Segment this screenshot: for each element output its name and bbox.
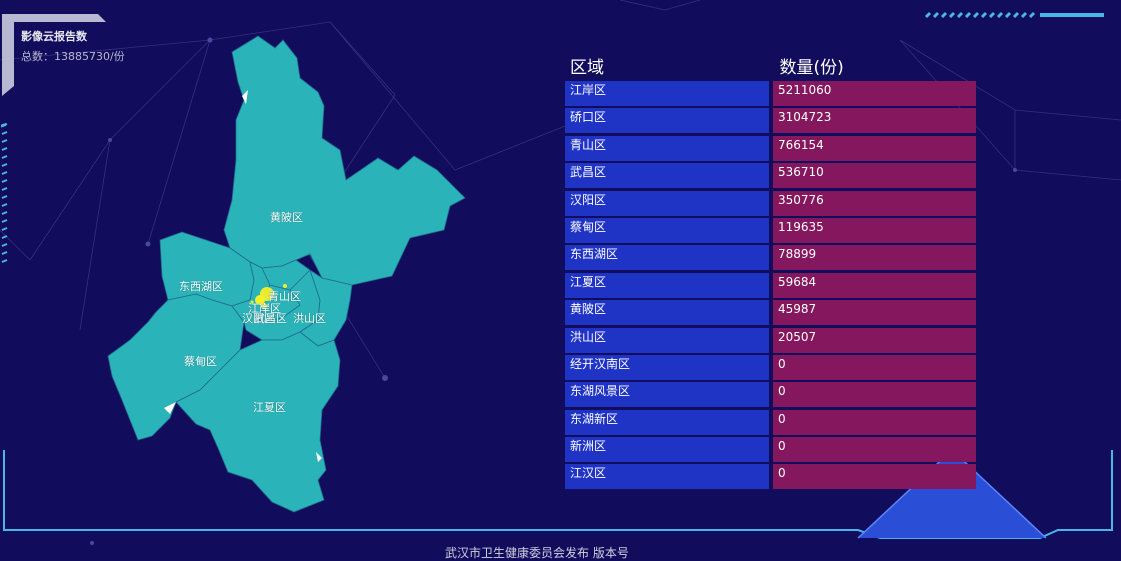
district-cell: 东湖风景区: [565, 382, 769, 408]
district-cell: 新洲区: [565, 437, 769, 463]
count-cell: 0: [773, 437, 976, 463]
district-cell: 黄陂区: [565, 300, 769, 326]
map-label-huangpi: 黄陂区: [270, 211, 303, 224]
map-label-hongshan: 洪山区: [293, 312, 326, 325]
district-cell: 硚口区: [565, 108, 769, 134]
table-row[interactable]: 江夏区 59684: [565, 272, 980, 298]
district-cell: 蔡甸区: [565, 217, 769, 243]
chart-title: 影像云报告数: [21, 30, 87, 43]
table-row[interactable]: 江汉区 0: [565, 464, 980, 490]
map-label-caidian: 蔡甸区: [184, 355, 217, 368]
table-header: 区域 数量(份): [565, 56, 980, 81]
map-label-qingshan: 青山区: [268, 290, 301, 303]
table-row[interactable]: 新洲区 0: [565, 437, 980, 463]
count-cell: 59684: [773, 272, 976, 298]
title-block: 影像云报告数 总数：13885730/份: [21, 28, 125, 64]
hotspot-marker[interactable]: [250, 300, 254, 304]
hotspot-marker[interactable]: [255, 295, 265, 305]
district-cell: 武昌区: [565, 163, 769, 189]
count-cell: 3104723: [773, 108, 976, 134]
table-row[interactable]: 洪山区 20507: [565, 327, 980, 353]
map-label-hanyang: 汉阳区: [242, 312, 275, 325]
table-row[interactable]: 经开汉南区 0: [565, 354, 980, 380]
table-row[interactable]: 青山区 766154: [565, 135, 980, 161]
table-row[interactable]: 汉阳区 350776: [565, 190, 980, 216]
count-cell: 78899: [773, 245, 976, 271]
count-cell: 350776: [773, 190, 976, 216]
table-row[interactable]: 东湖新区 0: [565, 409, 980, 435]
count-cell: 119635: [773, 217, 976, 243]
count-cell: 0: [773, 464, 976, 490]
header-district: 区域: [570, 58, 604, 78]
count-cell: 0: [773, 382, 976, 408]
district-jiangxia[interactable]: [175, 331, 341, 513]
table-body: 江岸区 5211060 硚口区 3104723 青山区 766154 武昌区 536710 汉阳…: [565, 81, 980, 490]
count-cell: 766154: [773, 135, 976, 161]
district-cell: 青山区: [565, 135, 769, 161]
district-cell: 经开汉南区: [565, 354, 769, 380]
hotspot-marker[interactable]: [283, 284, 287, 288]
table-row[interactable]: 蔡甸区 119635: [565, 217, 980, 243]
header-count: 数量(份): [779, 58, 844, 78]
count-cell: 20507: [773, 327, 976, 353]
district-cell: 江岸区: [565, 81, 769, 106]
hotspot-marker[interactable]: [261, 303, 267, 309]
total-count: 总数：13885730/份: [21, 50, 125, 63]
count-cell: 0: [773, 409, 976, 435]
district-huangpi[interactable]: [223, 35, 466, 286]
report-count-table: 区域 数量(份) 江岸区 5211060 硚口区 3104723 青山区 766154 武昌…: [565, 56, 980, 492]
map-label-wuchang: 武昌区: [254, 312, 287, 325]
district-cell: 东西湖区: [565, 245, 769, 271]
count-cell: 5211060: [773, 81, 976, 106]
map-label-jiangan: 江岸区: [248, 302, 281, 315]
district-cell: 东湖新区: [565, 409, 769, 435]
count-cell: 45987: [773, 300, 976, 326]
district-cell: 洪山区: [565, 327, 769, 353]
district-cell: 江汉区: [565, 464, 769, 490]
district-cell: 汉阳区: [565, 190, 769, 216]
table-row[interactable]: 东西湖区 78899: [565, 245, 980, 271]
table-row[interactable]: 江岸区 5211060: [565, 81, 980, 106]
count-cell: 0: [773, 354, 976, 380]
count-cell: 536710: [773, 163, 976, 189]
footer-text: 武汉市卫生健康委员会发布 版本号: [445, 546, 629, 560]
map-label-dongxihu: 东西湖区: [179, 280, 223, 293]
district-cell: 江夏区: [565, 272, 769, 298]
table-row[interactable]: 武昌区 536710: [565, 163, 980, 189]
map-label-jiangxia: 江夏区: [253, 401, 286, 414]
table-row[interactable]: 东湖风景区 0: [565, 382, 980, 408]
wuhan-district-map[interactable]: [0, 0, 520, 550]
table-row[interactable]: 硚口区 3104723: [565, 108, 980, 134]
table-row[interactable]: 黄陂区 45987: [565, 300, 980, 326]
